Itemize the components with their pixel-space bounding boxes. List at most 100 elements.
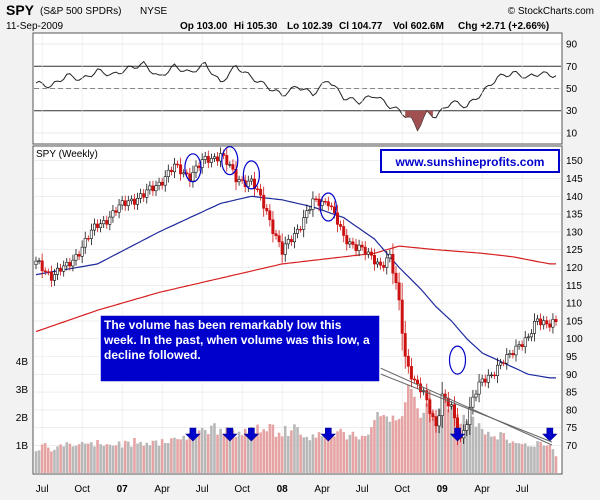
- volume-bar: [360, 435, 364, 473]
- price-tick-label: 100: [566, 334, 583, 345]
- volume-bar: [197, 430, 201, 473]
- volume-bar: [499, 432, 502, 473]
- candle-body: [43, 270, 47, 272]
- chart-date: 11-Sep-2009: [6, 21, 64, 32]
- candle-body: [228, 164, 232, 166]
- volume-bar: [385, 416, 389, 473]
- candle-body: [68, 262, 72, 267]
- price-panel: 70 75 80 85 90 95 100 105 110 115 120 125 130 135 140 1…: [16, 34, 583, 475]
- candle-body: [37, 260, 41, 262]
- candle-body: [139, 193, 143, 199]
- volume-bar: [210, 425, 213, 473]
- volume-bar: [520, 444, 524, 473]
- candle-body: [431, 413, 435, 418]
- candle-body: [246, 180, 250, 188]
- volume-bar: [163, 443, 167, 473]
- volume-bar: [90, 442, 93, 473]
- candle-body: [526, 336, 530, 339]
- rsi-series: [35, 60, 557, 132]
- candle-body: [415, 379, 419, 385]
- annotation-text: The volume has been remarkably low this …: [104, 318, 370, 362]
- candle-body: [237, 179, 241, 183]
- candle-body: [49, 271, 53, 281]
- volume-bar: [413, 396, 416, 473]
- candle-body: [342, 226, 346, 236]
- candle-body: [412, 378, 416, 381]
- x-tick-label: Jul: [356, 484, 369, 495]
- volume-tick-label: 3B: [16, 385, 29, 396]
- chart-title: SPY: [6, 2, 35, 18]
- volume-bar: [400, 416, 404, 473]
- volume-bar: [342, 432, 345, 473]
- candle-body: [62, 265, 66, 272]
- candle-body: [86, 238, 90, 240]
- volume-bar: [311, 434, 315, 473]
- candle-body: [65, 262, 69, 267]
- volume-bar: [403, 402, 407, 473]
- price-tick-label: 80: [566, 405, 578, 416]
- price-tick-label: 90: [566, 370, 578, 381]
- candle-body: [551, 319, 555, 328]
- candle-body: [514, 345, 518, 356]
- volume-bar: [330, 434, 333, 473]
- volume-bar: [77, 444, 81, 473]
- candle-body: [308, 209, 312, 211]
- candle-body: [354, 244, 358, 251]
- candle-body: [419, 383, 423, 393]
- candle-body: [74, 254, 78, 261]
- volume-tick-labels: 1B 2B 3B 4B: [16, 357, 29, 452]
- candle-body: [197, 165, 201, 168]
- volume-bar: [511, 441, 515, 473]
- volume-bar: [74, 445, 78, 473]
- volume-bar: [539, 441, 542, 473]
- volume-bar: [416, 408, 419, 473]
- candle-body: [363, 246, 367, 255]
- volume-bar: [259, 432, 262, 473]
- candle-body: [495, 364, 499, 377]
- candle-body: [480, 378, 484, 383]
- volume-bar: [351, 431, 355, 473]
- candle-body: [40, 260, 44, 272]
- volume-bar: [83, 443, 87, 473]
- candle-body: [502, 362, 506, 364]
- volume-bar: [508, 443, 512, 473]
- candle-body: [262, 194, 266, 209]
- candle-body: [511, 353, 515, 356]
- volume-bar: [87, 443, 90, 473]
- volume-bar: [62, 446, 65, 473]
- candle-body: [286, 239, 290, 245]
- candle-body: [394, 272, 398, 284]
- candle-body: [154, 185, 158, 192]
- candle-body: [326, 201, 330, 207]
- candle-body: [351, 241, 355, 245]
- volume-bar: [188, 433, 192, 473]
- volume-bar: [50, 451, 53, 473]
- quote-close: Cl 104.77: [339, 21, 383, 32]
- candle-body: [179, 164, 183, 175]
- candle-body: [126, 200, 130, 207]
- highlight-circle: [184, 153, 202, 183]
- price-tick-label: 85: [566, 388, 578, 399]
- volume-bar: [496, 439, 499, 473]
- chart-credit: © StockCharts.com: [508, 6, 594, 17]
- volume-bar: [170, 438, 173, 473]
- candle-body: [548, 323, 552, 328]
- volume-bar: [59, 444, 62, 473]
- volume-bar: [56, 446, 59, 473]
- volume-bar: [151, 440, 155, 473]
- volume-bar: [554, 456, 558, 473]
- volume-bar: [108, 444, 112, 473]
- annotation-pointer-line: [377, 372, 553, 443]
- volume-bar: [465, 421, 469, 473]
- volume-bar: [517, 443, 521, 473]
- volume-bar: [256, 424, 259, 473]
- volume-bar: [120, 447, 124, 473]
- candle-body: [117, 204, 121, 213]
- x-tick-label: Jul: [516, 484, 529, 495]
- candle-body: [99, 223, 103, 228]
- candle-body: [532, 320, 536, 334]
- volume-bar: [336, 431, 339, 473]
- price-panel-label: SPY (Weekly): [36, 149, 98, 160]
- volume-bar: [545, 445, 549, 473]
